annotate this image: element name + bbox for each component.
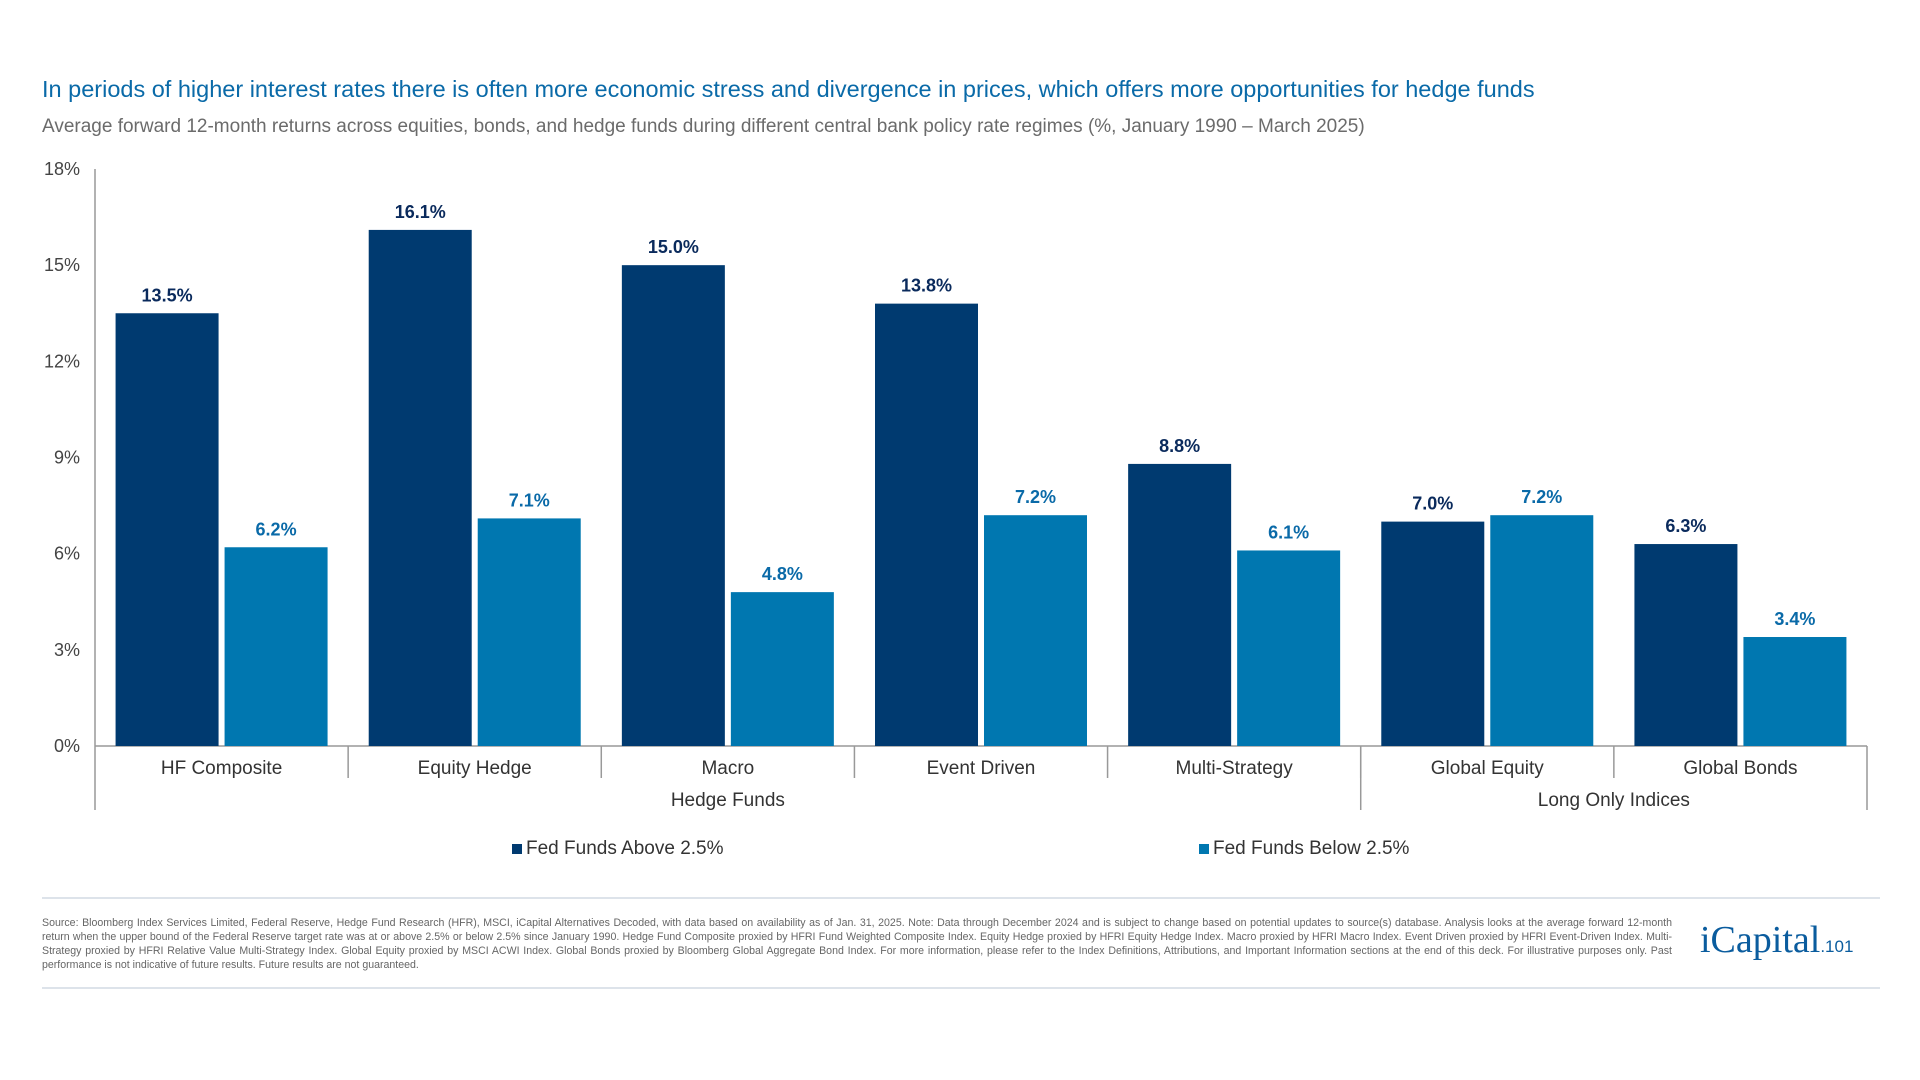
y-tick-label: 0% (54, 736, 80, 756)
bar-above (1381, 521, 1485, 746)
bar-below (730, 592, 834, 746)
bar-below (1237, 550, 1341, 746)
data-label: 3.4% (1774, 609, 1815, 629)
data-label: 7.0% (1412, 494, 1453, 514)
group-label: Long Only Indices (1538, 790, 1690, 811)
bar-above (1128, 463, 1232, 746)
divider (42, 987, 1880, 989)
data-label: 13.8% (901, 276, 952, 296)
data-label: 7.2% (1015, 487, 1056, 507)
legend-label: Fed Funds Below 2.5% (1213, 838, 1410, 859)
y-tick-label: 3% (54, 640, 80, 660)
data-label: 7.2% (1521, 487, 1562, 507)
legend-item-above: Fed Funds Above 2.5% (512, 838, 724, 860)
divider (42, 897, 1880, 899)
legend-swatch (1199, 844, 1209, 854)
icapital-logo: iCapital.101 (1700, 918, 1853, 962)
bar-above (875, 303, 978, 746)
bar-below (984, 515, 1087, 746)
category-label: Multi-Strategy (1176, 758, 1294, 779)
logo-text: iCapital (1700, 919, 1821, 961)
bar-below (1490, 515, 1594, 746)
bar-below (224, 547, 328, 746)
data-label: 16.1% (395, 202, 446, 222)
bar-above (115, 313, 219, 746)
legend-swatch (512, 844, 522, 854)
category-label: Global Bonds (1683, 758, 1797, 779)
bar-chart: 0% 3% 6% 9% 12% 15% 18% 13.5% 6.2% HF Composite 16… (44, 159, 1868, 811)
legend-item-below: Fed Funds Below 2.5% (1199, 838, 1409, 860)
y-tick-label: 15% (44, 255, 80, 275)
logo-suffix: .101 (1820, 937, 1854, 956)
data-label: 8.8% (1159, 436, 1200, 456)
bar-above (1634, 544, 1738, 746)
y-tick-label: 6% (54, 544, 80, 564)
group-label: Hedge Funds (671, 790, 785, 811)
category-label: Equity Hedge (418, 758, 532, 779)
bar-below (477, 518, 581, 746)
data-label: 15.0% (648, 237, 699, 257)
y-tick-label: 12% (44, 351, 80, 371)
data-label: 4.8% (762, 564, 803, 584)
category-label: Event Driven (927, 758, 1036, 779)
data-label: 6.2% (256, 519, 297, 539)
bar-below (1743, 637, 1847, 746)
category-label: Macro (701, 758, 754, 779)
data-label: 6.3% (1665, 516, 1706, 536)
source-footnote: Source: Bloomberg Index Services Limited… (42, 917, 1672, 971)
legend-label: Fed Funds Above 2.5% (526, 838, 724, 859)
bar-above (621, 265, 725, 746)
chart-subtitle: Average forward 12-month returns across … (42, 116, 1365, 137)
category-label: HF Composite (161, 758, 282, 779)
y-tick-label: 9% (54, 448, 80, 468)
y-tick-label: 18% (44, 159, 80, 179)
data-label: 7.1% (509, 490, 550, 510)
category-label: Global Equity (1431, 758, 1545, 779)
data-label: 6.1% (1268, 522, 1309, 542)
bar-above (368, 229, 472, 747)
chart-title: In periods of higher interest rates ther… (42, 76, 1535, 102)
data-label: 13.5% (142, 285, 193, 305)
